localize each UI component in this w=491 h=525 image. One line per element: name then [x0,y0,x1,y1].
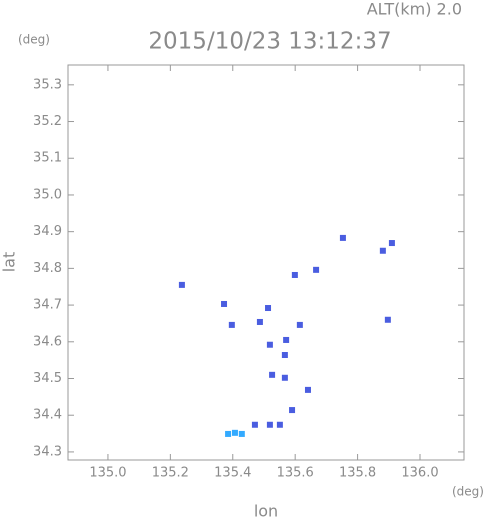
echo-cell [178,281,185,288]
y-axis-label: lat [0,252,19,273]
echo-cell [228,321,235,328]
y-tick-label: 35.3 [33,77,62,92]
echo-cell [281,374,288,381]
y-unit: (deg) [18,33,50,47]
echo-cell [313,266,320,273]
y-tick-label: 34.3 [33,444,62,459]
y-tick-label: 34.9 [33,224,62,239]
echo-cell [221,300,228,307]
echo-cell [266,341,273,348]
echo-cell [388,240,395,247]
plot-frame [67,64,465,461]
echo-cell [296,321,303,328]
echo-cell [283,336,290,343]
y-tick-label: 34.7 [33,298,62,313]
x-tick-label: 135.8 [339,466,376,481]
x-tick-label: 136.0 [401,466,438,481]
echo-cell [339,234,346,241]
echo-cell [384,316,391,323]
echo-cell [289,407,296,414]
echo-cell [265,305,272,312]
x-tick-label: 135.0 [89,466,126,481]
x-tick-label: 135.4 [214,466,251,481]
echo-cell [379,247,386,254]
echo-cell [256,318,263,325]
y-tick-label: 34.4 [33,408,62,423]
x-unit: (deg) [452,485,484,499]
echo-cell [266,421,273,428]
chart-title: 2015/10/23 13:12:37 [148,29,391,55]
x-axis-label: lon [254,502,278,521]
echo-cell [281,352,288,359]
echo-cell [276,421,283,428]
altitude-label: ALT(km) 2.0 [367,0,462,19]
y-tick-label: 35.1 [33,151,62,166]
y-tick-label: 34.6 [33,334,62,349]
y-tick-label: 35.2 [33,114,62,129]
echo-cell [231,429,238,436]
y-tick-label: 34.8 [33,261,62,276]
echo-cell [304,386,311,393]
x-tick-label: 135.2 [152,466,189,481]
echo-cell [225,430,232,437]
y-tick-label: 34.5 [33,371,62,386]
echo-cell [291,271,298,278]
echo-cell [238,430,245,437]
echo-cell [269,371,276,378]
y-tick-label: 35.0 [33,187,62,202]
echo-cell [251,421,258,428]
x-tick-label: 135.6 [277,466,314,481]
